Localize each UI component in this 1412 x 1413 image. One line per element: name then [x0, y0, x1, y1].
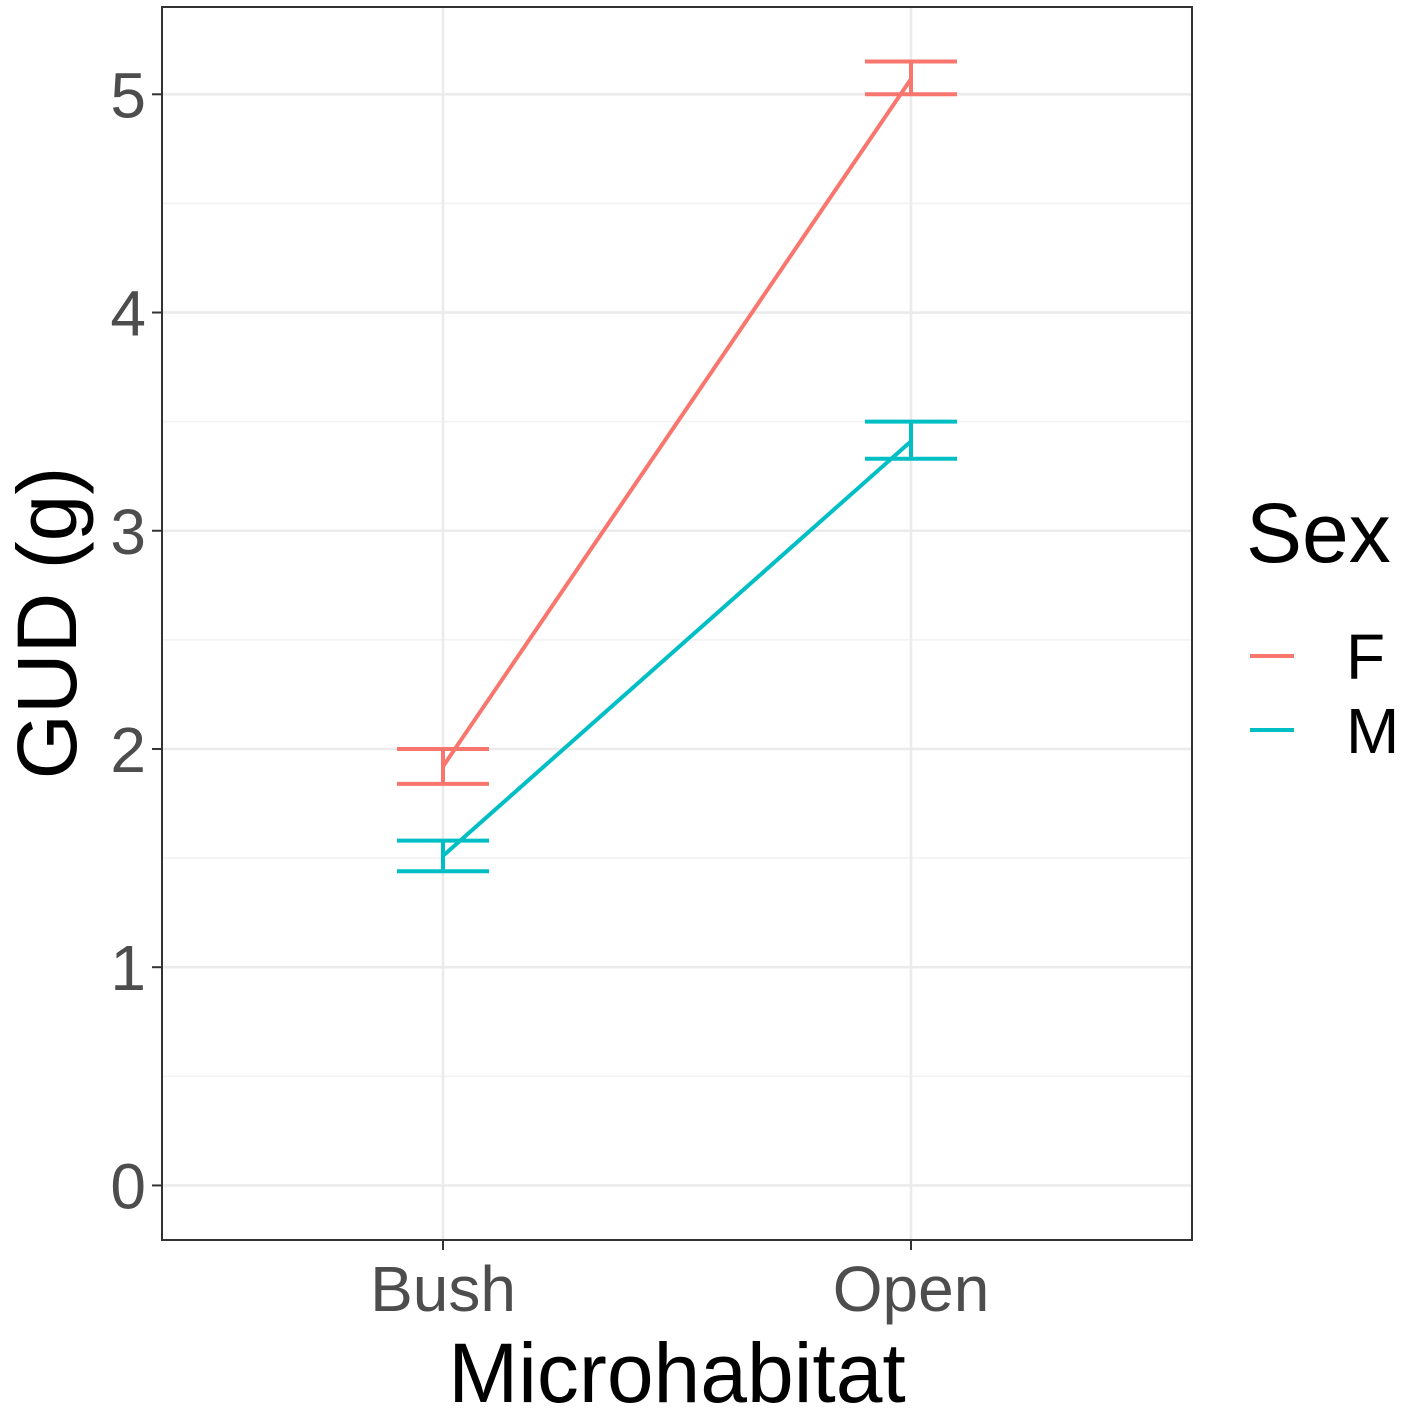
legend: Sex F M — [1246, 486, 1399, 767]
series-layer — [397, 59, 957, 874]
axes: 0 1 2 3 4 5 Bush Open — [110, 59, 989, 1325]
series-m — [397, 419, 957, 874]
legend-label-f: F — [1346, 621, 1385, 693]
y-tick-label: 5 — [110, 59, 146, 131]
x-tick-label: Bush — [370, 1253, 516, 1325]
y-tick-label: 1 — [110, 932, 146, 1004]
legend-title: Sex — [1246, 486, 1391, 580]
series-line-f — [441, 77, 913, 768]
y-tick-label: 0 — [110, 1150, 146, 1222]
y-axis-title: GUD (g) — [0, 467, 94, 780]
series-line-m — [441, 439, 913, 858]
y-tick-label: 3 — [110, 496, 146, 568]
legend-label-m: M — [1346, 695, 1399, 767]
y-tick-label: 4 — [110, 278, 146, 350]
panel-border — [161, 6, 1193, 1241]
series-f — [397, 59, 957, 786]
y-tick-label: 2 — [110, 714, 146, 786]
grid — [162, 7, 1192, 1240]
x-tick-label: Open — [833, 1253, 990, 1325]
x-axis-title: Microhabitat — [448, 1326, 906, 1413]
